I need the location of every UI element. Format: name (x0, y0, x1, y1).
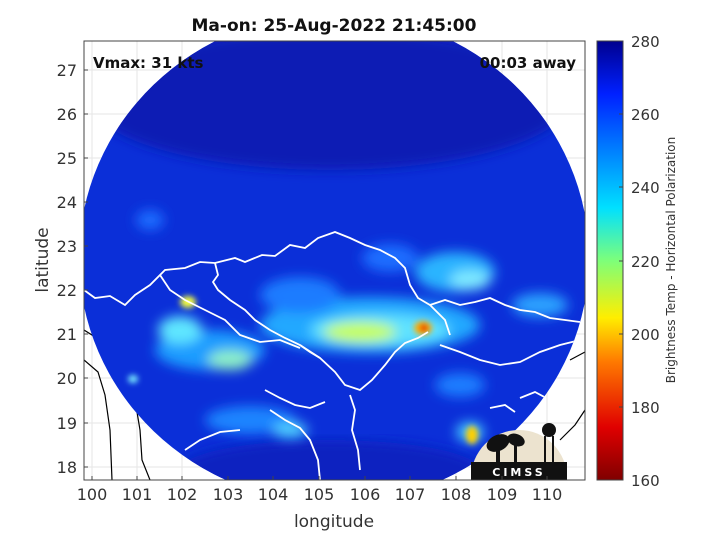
cimss-logo: CIMSS (471, 423, 567, 480)
chart-title: Ma-on: 25-Aug-2022 21:45:00 (192, 16, 477, 36)
y-tick-label: 19 (57, 414, 77, 433)
microwave-image (84, 41, 585, 480)
coastlines (84, 231, 581, 480)
x-axis-label: longitude (294, 512, 374, 532)
x-tick-label: 103 (213, 485, 244, 504)
colorbar-tick: 260 (631, 106, 660, 124)
colorbar-tick: 200 (631, 326, 660, 344)
x-axis: 100 101 102 103 104 105 106 107 108 109 … (77, 476, 563, 532)
y-tick-label: 27 (57, 61, 77, 80)
y-tick-label: 24 (57, 193, 77, 212)
colorbar-tick: 280 (631, 33, 660, 51)
colorbar-tick: 180 (631, 399, 660, 417)
y-axis-label: latitude (33, 227, 53, 292)
x-tick-label: 106 (350, 485, 381, 504)
y-tick-label: 20 (57, 369, 77, 388)
x-tick-label: 109 (487, 485, 518, 504)
colorbar-tick: 160 (631, 472, 660, 490)
y-tick-label: 23 (57, 237, 77, 256)
y-tick-label: 26 (57, 105, 77, 124)
x-tick-label: 107 (395, 485, 426, 504)
x-tick-label: 108 (441, 485, 472, 504)
plot-area: Vmax: 31 kts 00:03 away CIMSS (83, 40, 586, 481)
y-tick-label: 18 (57, 458, 77, 477)
colorbar-label: Brightness Temp - Horizontal Polarizatio… (664, 137, 678, 384)
x-tick-label: 110 (532, 485, 563, 504)
satellite-dish-icon (486, 433, 525, 462)
water-tower-icon (542, 423, 556, 462)
time-away-annotation: 00:03 away (480, 54, 577, 72)
colorbar-tick: 220 (631, 253, 660, 271)
x-tick-label: 102 (167, 485, 198, 504)
x-tick-label: 104 (258, 485, 289, 504)
y-tick-label: 22 (57, 281, 77, 300)
vmax-annotation: Vmax: 31 kts (93, 54, 203, 72)
x-tick-label: 105 (304, 485, 335, 504)
colorbar: 160 180 200 220 240 260 280 Brightness T… (596, 33, 678, 490)
colorbar-tick: 240 (631, 179, 660, 197)
y-tick-label: 25 (57, 149, 77, 168)
x-tick-label: 101 (122, 485, 153, 504)
cimss-logo-text: CIMSS (492, 466, 545, 479)
x-tick-label: 100 (77, 485, 108, 504)
y-axis: 18 19 20 21 22 23 24 25 26 27 latitude (33, 61, 88, 477)
y-tick-label: 21 (57, 325, 77, 344)
